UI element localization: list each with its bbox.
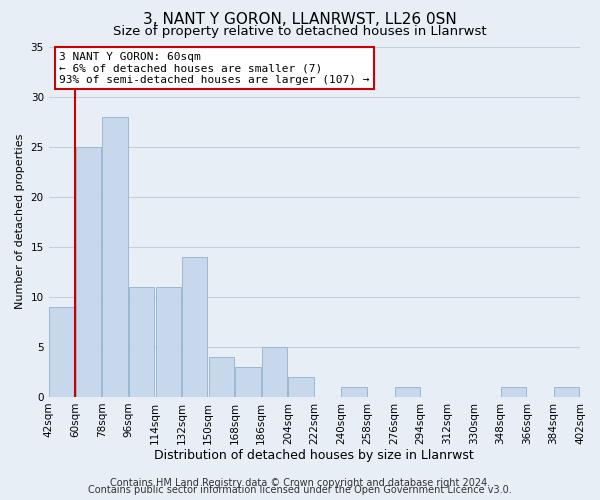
Bar [554, 387, 580, 397]
Bar [501, 387, 526, 397]
Text: 3 NANT Y GORON: 60sqm
← 6% of detached houses are smaller (7)
93% of semi-detach: 3 NANT Y GORON: 60sqm ← 6% of detached h… [59, 52, 370, 85]
Bar [289, 377, 314, 397]
Text: Contains HM Land Registry data © Crown copyright and database right 2024.: Contains HM Land Registry data © Crown c… [110, 478, 490, 488]
Y-axis label: Number of detached properties: Number of detached properties [15, 134, 25, 310]
Bar [235, 367, 260, 397]
Text: 3, NANT Y GORON, LLANRWST, LL26 0SN: 3, NANT Y GORON, LLANRWST, LL26 0SN [143, 12, 457, 28]
Bar [76, 146, 101, 397]
Bar [395, 387, 420, 397]
X-axis label: Distribution of detached houses by size in Llanrwst: Distribution of detached houses by size … [154, 450, 474, 462]
Bar [155, 287, 181, 397]
Bar [182, 257, 208, 397]
Bar [129, 287, 154, 397]
Bar [103, 116, 128, 397]
Text: Size of property relative to detached houses in Llanrwst: Size of property relative to detached ho… [113, 25, 487, 38]
Bar [262, 347, 287, 397]
Text: Contains public sector information licensed under the Open Government Licence v3: Contains public sector information licen… [88, 485, 512, 495]
Bar [209, 357, 234, 397]
Bar [49, 307, 74, 397]
Bar [341, 387, 367, 397]
